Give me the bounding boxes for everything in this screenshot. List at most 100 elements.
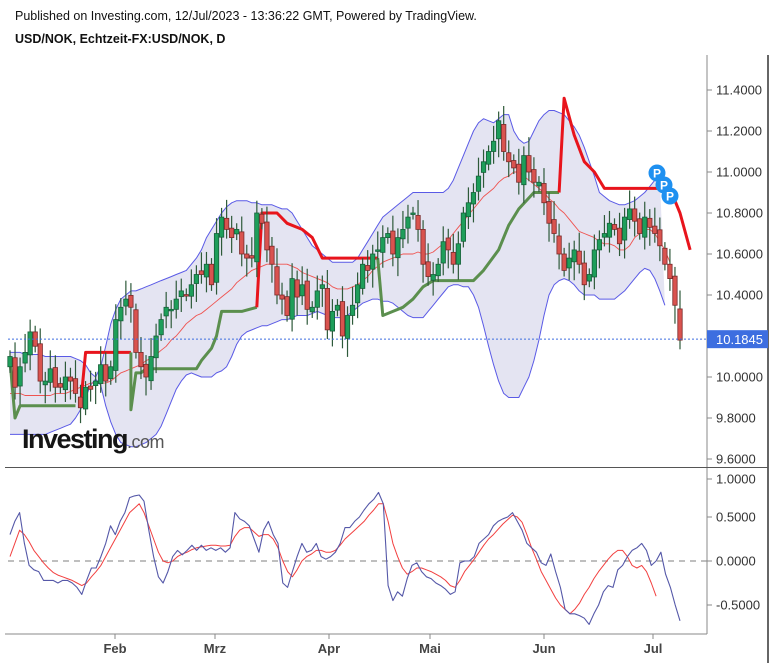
- price-pane[interactable]: PPP: [7, 96, 707, 448]
- candle[interactable]: [546, 192, 552, 242]
- candle[interactable]: [400, 210, 406, 249]
- candle[interactable]: [662, 242, 668, 271]
- candle[interactable]: [365, 250, 371, 283]
- candle[interactable]: [349, 286, 356, 325]
- candle[interactable]: [586, 268, 592, 288]
- candle[interactable]: [203, 251, 210, 293]
- candle[interactable]: [183, 288, 189, 302]
- candle[interactable]: [62, 361, 69, 403]
- candle[interactable]: [254, 200, 260, 278]
- candle[interactable]: [314, 275, 320, 320]
- candle[interactable]: [410, 206, 416, 220]
- candle[interactable]: [88, 370, 94, 402]
- candle[interactable]: [596, 230, 602, 269]
- candle[interactable]: [390, 215, 396, 267]
- candle[interactable]: [465, 187, 472, 229]
- candle[interactable]: [516, 148, 522, 195]
- candle[interactable]: [244, 244, 250, 277]
- candle[interactable]: [566, 242, 572, 281]
- candle[interactable]: [561, 247, 567, 277]
- candle[interactable]: [551, 201, 557, 243]
- pivot-marker[interactable]: P: [661, 187, 679, 205]
- candle[interactable]: [213, 218, 220, 295]
- candle[interactable]: [647, 209, 653, 246]
- candle[interactable]: [93, 371, 99, 405]
- candle[interactable]: [637, 212, 643, 240]
- candle[interactable]: [621, 207, 628, 259]
- candle[interactable]: [506, 140, 512, 178]
- candle[interactable]: [309, 301, 315, 318]
- candle[interactable]: [229, 215, 235, 253]
- candle[interactable]: [677, 290, 683, 350]
- candle[interactable]: [480, 149, 487, 188]
- candle[interactable]: [108, 360, 114, 385]
- candle[interactable]: [103, 352, 109, 397]
- candle[interactable]: [627, 190, 633, 229]
- candle[interactable]: [581, 250, 587, 301]
- candle[interactable]: [591, 234, 597, 290]
- candle[interactable]: [334, 299, 341, 317]
- candle[interactable]: [360, 258, 366, 295]
- candle[interactable]: [22, 333, 28, 373]
- candle[interactable]: [672, 266, 678, 324]
- candle[interactable]: [501, 105, 507, 161]
- candle[interactable]: [576, 232, 582, 274]
- candle[interactable]: [420, 220, 426, 283]
- candle[interactable]: [304, 268, 310, 325]
- candle[interactable]: [536, 176, 542, 193]
- candle[interactable]: [284, 290, 290, 322]
- candle[interactable]: [339, 286, 346, 349]
- candle[interactable]: [249, 237, 255, 268]
- candle[interactable]: [455, 231, 461, 280]
- candle[interactable]: [289, 263, 295, 332]
- candle[interactable]: [385, 227, 391, 244]
- candle[interactable]: [128, 283, 134, 323]
- candle[interactable]: [299, 266, 305, 306]
- candle[interactable]: [632, 196, 638, 237]
- candle[interactable]: [98, 346, 104, 393]
- candle[interactable]: [541, 168, 547, 216]
- candle[interactable]: [113, 304, 119, 383]
- candle[interactable]: [405, 204, 411, 244]
- candle[interactable]: [143, 355, 149, 396]
- candle[interactable]: [511, 154, 517, 175]
- candle[interactable]: [601, 215, 608, 247]
- candle[interactable]: [652, 207, 658, 243]
- candle[interactable]: [319, 275, 325, 307]
- candle[interactable]: [188, 269, 194, 309]
- candle[interactable]: [375, 231, 381, 260]
- candle[interactable]: [329, 299, 336, 347]
- candle[interactable]: [274, 248, 280, 305]
- candle[interactable]: [57, 377, 63, 394]
- candle[interactable]: [264, 206, 270, 263]
- candle[interactable]: [616, 212, 623, 257]
- candle[interactable]: [133, 303, 139, 359]
- candle[interactable]: [370, 244, 376, 288]
- candle[interactable]: [47, 350, 53, 392]
- candle[interactable]: [259, 208, 265, 230]
- candle[interactable]: [606, 210, 613, 253]
- candle[interactable]: [667, 248, 673, 291]
- candle[interactable]: [224, 199, 230, 239]
- candle[interactable]: [218, 207, 225, 256]
- candle[interactable]: [415, 200, 421, 242]
- candle[interactable]: [82, 381, 89, 416]
- candle[interactable]: [526, 137, 532, 182]
- candle[interactable]: [67, 367, 74, 400]
- candle[interactable]: [158, 313, 164, 341]
- candle[interactable]: [531, 157, 537, 198]
- candle[interactable]: [657, 217, 663, 262]
- candle[interactable]: [485, 145, 492, 171]
- candle[interactable]: [642, 201, 648, 250]
- candle[interactable]: [42, 371, 48, 404]
- candle[interactable]: [72, 360, 79, 403]
- candle[interactable]: [163, 291, 169, 329]
- candle[interactable]: [77, 384, 84, 424]
- candle[interactable]: [173, 280, 179, 319]
- oscillator-pane[interactable]: [8, 491, 707, 625]
- candle[interactable]: [178, 278, 184, 313]
- candle[interactable]: [496, 111, 502, 158]
- candle[interactable]: [491, 125, 497, 164]
- candle[interactable]: [239, 216, 245, 267]
